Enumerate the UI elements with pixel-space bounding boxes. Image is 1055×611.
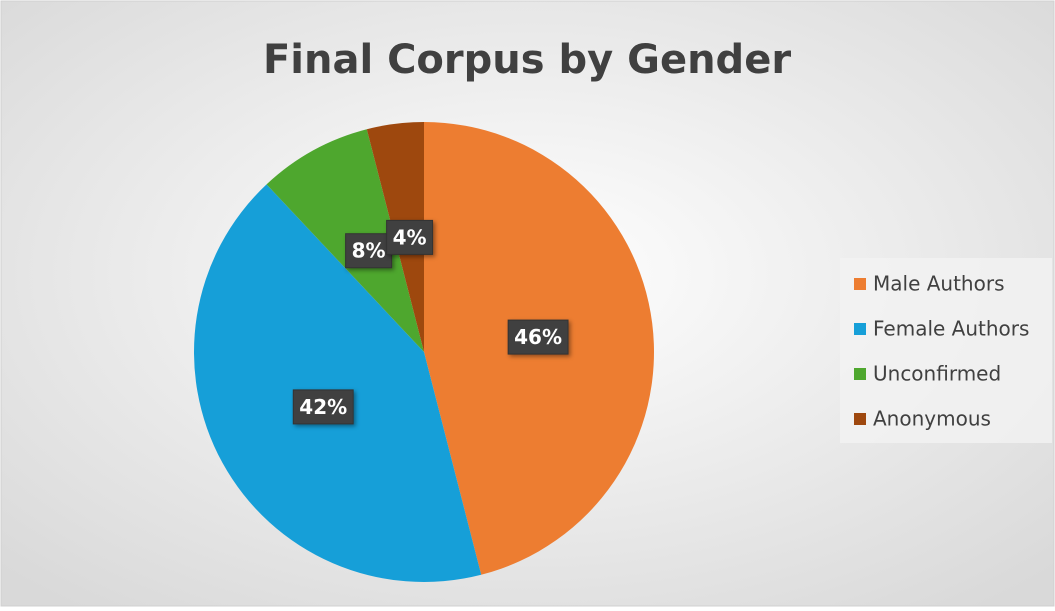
data-label-box (292, 389, 354, 425)
data-label-box (507, 319, 569, 355)
data-label: 8% (352, 239, 386, 263)
legend-box (840, 258, 1052, 443)
legend-swatch (854, 413, 866, 425)
data-label: 46% (514, 325, 562, 349)
legend-label: Unconfirmed (873, 362, 1001, 386)
legend-swatch (854, 278, 866, 290)
pie-slice (194, 184, 482, 582)
legend-swatch (854, 368, 866, 380)
legend-label: Anonymous (873, 407, 991, 431)
legend-label: Male Authors (873, 272, 1004, 296)
legend-label: Female Authors (873, 317, 1029, 341)
data-label: 4% (393, 225, 427, 249)
legend-swatch (854, 323, 866, 335)
data-label-box (386, 219, 434, 255)
chart-title: Final Corpus by Gender (263, 37, 791, 83)
data-label: 42% (299, 395, 347, 419)
